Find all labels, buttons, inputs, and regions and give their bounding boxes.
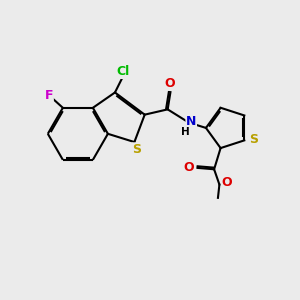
- Text: S: S: [132, 143, 141, 156]
- Text: O: O: [164, 77, 175, 90]
- Text: F: F: [45, 89, 53, 102]
- Text: O: O: [221, 176, 232, 189]
- Text: N: N: [186, 115, 196, 128]
- Text: Cl: Cl: [116, 65, 130, 78]
- Text: O: O: [184, 161, 194, 174]
- Text: S: S: [249, 133, 258, 146]
- Text: H: H: [181, 127, 190, 137]
